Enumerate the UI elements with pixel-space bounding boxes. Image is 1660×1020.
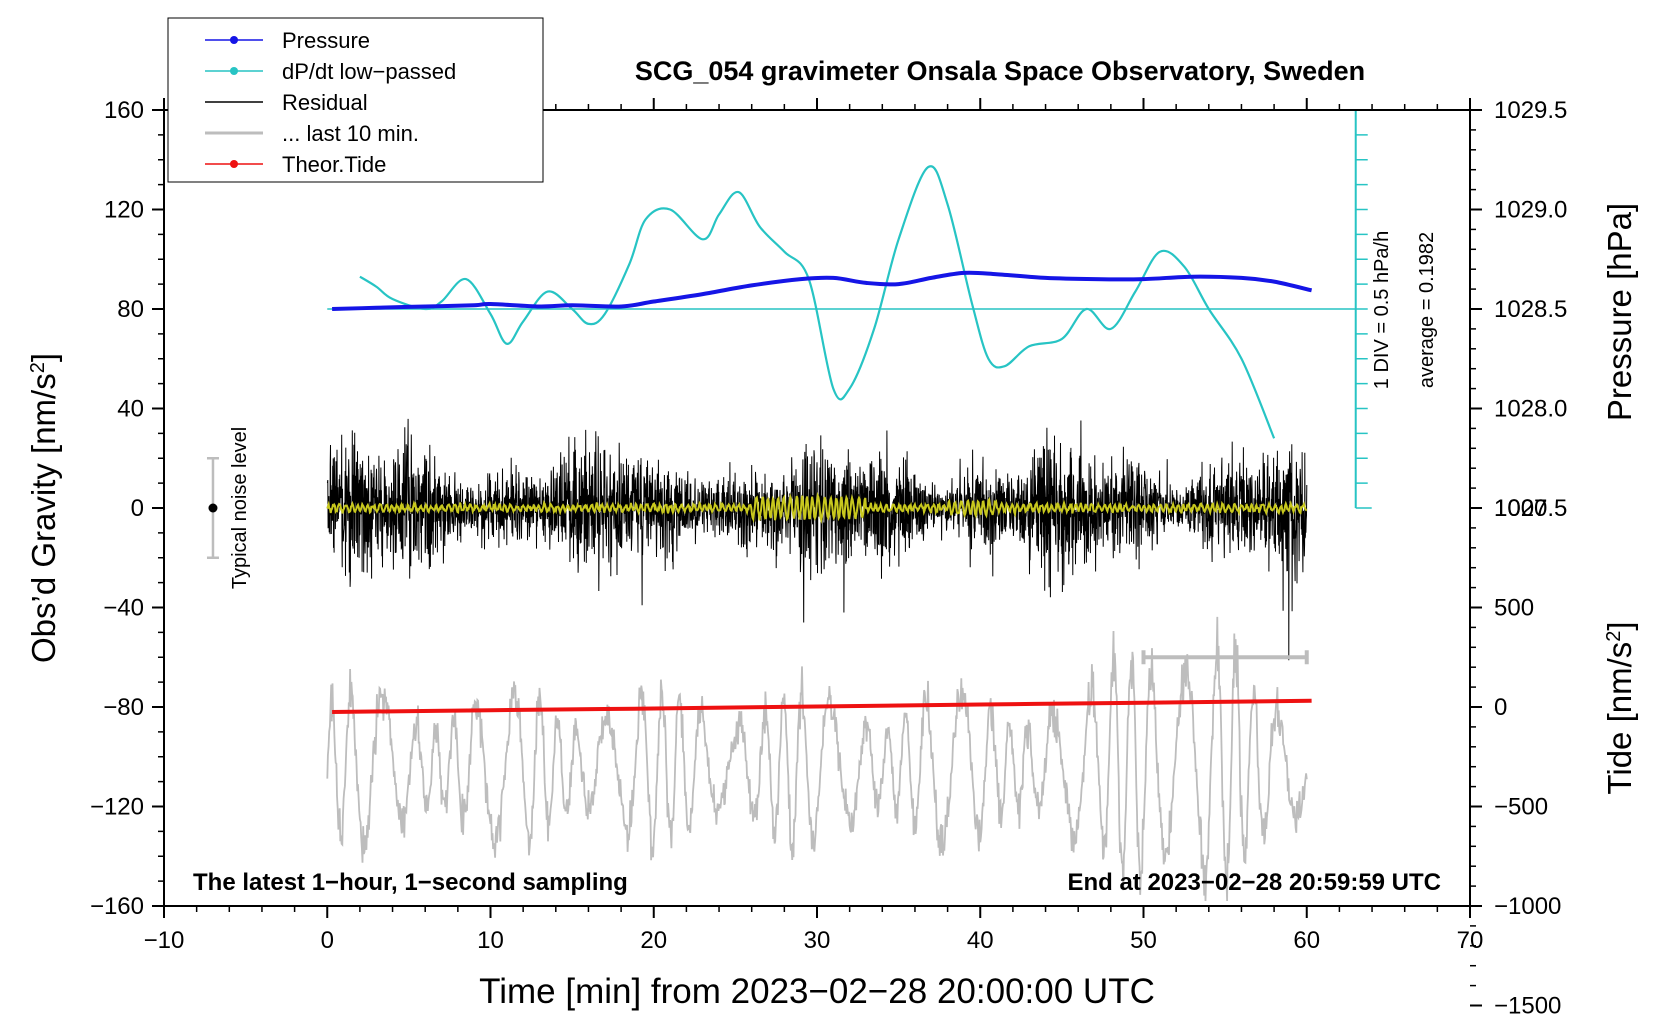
x-axis-label: Time [min] from 2023−02−28 20:00:00 UTC [479, 972, 1155, 1011]
series-layer [327, 109, 1372, 714]
legend-entries: Pressure dP/dt low−passed Residual ... last… [205, 28, 456, 177]
noise-indicator [206, 457, 219, 559]
legend-box [167, 17, 544, 183]
chart-title: SCG_054 gravimeter Onsala Space Observat… [635, 56, 1365, 86]
noise-level-label: Typical noise level [229, 427, 251, 589]
pressure-axis-label-text: Pressure [hPa] [1601, 203, 1638, 421]
tide-line [332, 698, 1312, 714]
tide-axis-label: Tide [nm/s2] [1601, 621, 1638, 794]
noise-dot [208, 503, 218, 513]
tide-tick-label: −1500 [1494, 993, 1561, 1020]
y-axis-left-label-text: Obs’d Gravity [nm/s [25, 373, 62, 663]
y-axis-left-label-close: ] [25, 353, 62, 362]
tide-axis-label-text: Tide [nm/s [1601, 642, 1638, 795]
x-tick-label: 40 [967, 927, 994, 954]
residual-lowpass-line [326, 491, 1308, 525]
y-tick-label: 40 [117, 396, 144, 423]
residual-line [326, 418, 1308, 661]
legend-marker [230, 36, 238, 44]
legend-marker [230, 67, 238, 75]
x-tick-label: 30 [804, 927, 831, 954]
pressure-tick-label: 1028.5 [1494, 296, 1567, 323]
last-10-min-layer [326, 616, 1308, 902]
pressure-tick-label: 1029.5 [1494, 97, 1567, 124]
tide-axis-label-close: ] [1601, 621, 1638, 630]
svg-text:Obs’d Gravity [nm/s2]: Obs’d Gravity [nm/s2] [25, 353, 62, 663]
tide-tick-label: −1000 [1494, 893, 1561, 920]
pressure-tick-label: 1029.0 [1494, 197, 1567, 224]
x-tick-label: 20 [640, 927, 667, 954]
y-tick-label: 120 [104, 197, 144, 224]
y-tick-label: −40 [103, 595, 144, 622]
legend-label: Pressure [282, 28, 370, 53]
y-tick-label: 80 [117, 296, 144, 323]
x-tick-label: 10 [477, 927, 504, 954]
tide-tick-label: 0 [1494, 694, 1507, 721]
y-tick-label: −160 [90, 893, 144, 920]
tide-tick-label: 1000 [1494, 495, 1547, 522]
pressure-tick-label: 1027.5 [1494, 495, 1567, 522]
legend-marker [230, 160, 238, 168]
y-tick-label: 160 [104, 97, 144, 124]
axes-layer: −10 0 10 20 30 40 50 60 70 160 120 80 40 0 −40 −80 −120 −… [90, 97, 1567, 1020]
dpdt-scale-avg-label: average = 0.1982 [1416, 232, 1438, 388]
pressure-axis-label: Pressure [hPa] [1601, 203, 1638, 421]
dpdt-scale-div-label: 1 DIV = 0.5 hPa/h [1371, 231, 1393, 389]
svg-text:Tide [nm/s2]: Tide [nm/s2] [1601, 621, 1638, 794]
annotation-bottom-left: The latest 1−hour, 1−second sampling [193, 869, 628, 896]
residual-layer [326, 418, 1308, 661]
x-tick-label: −10 [144, 927, 185, 954]
y-tick-label: −120 [90, 794, 144, 821]
legend-label: Theor.Tide [282, 152, 386, 177]
legend: Pressure dP/dt low−passed Residual ... last… [167, 17, 544, 183]
dpdt-scale-avg-text: average = 0.1982 [1416, 232, 1438, 388]
y-axis-left-label-sup: 2 [27, 362, 49, 373]
legend-label: Residual [282, 90, 368, 115]
y-tick-label: −80 [103, 694, 144, 721]
x-tick-label: 60 [1293, 927, 1320, 954]
y-axis-left-label: Obs’d Gravity [nm/s2] [25, 353, 62, 663]
tide-tick-label: 500 [1494, 595, 1534, 622]
x-tick-label: 50 [1130, 927, 1157, 954]
legend-label: dP/dt low−passed [282, 59, 456, 84]
dpdt-scale-div-text: 1 DIV = 0.5 hPa/h [1371, 231, 1393, 389]
dpdt-line [359, 165, 1276, 439]
tide-axis-label-sup: 2 [1603, 631, 1625, 642]
residual-lowpass-layer [326, 491, 1308, 525]
y-tick-label: 0 [131, 495, 144, 522]
annotation-bottom-right: End at 2023−02−28 20:59:59 UTC [1067, 869, 1441, 896]
last-10-min-line [326, 616, 1308, 902]
legend-label: ... last 10 min. [282, 121, 419, 146]
noise-level-label-text: Typical noise level [229, 427, 251, 589]
x-tick-label: 70 [1457, 927, 1484, 954]
tide-tick-label: −500 [1494, 794, 1548, 821]
pressure-tick-label: 1028.0 [1494, 396, 1567, 423]
pressure-line [332, 270, 1313, 311]
x-tick-label: 0 [321, 927, 334, 954]
